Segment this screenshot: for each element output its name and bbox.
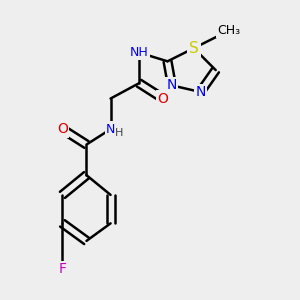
Text: O: O [57,122,68,136]
Text: F: F [58,262,66,276]
Text: O: O [158,92,169,106]
Text: N: N [106,123,115,136]
Text: NH: NH [130,46,148,59]
Text: CH₃: CH₃ [217,24,240,37]
Text: H: H [115,128,124,138]
Text: N: N [167,78,177,92]
Text: S: S [189,41,199,56]
Text: N: N [195,85,206,99]
